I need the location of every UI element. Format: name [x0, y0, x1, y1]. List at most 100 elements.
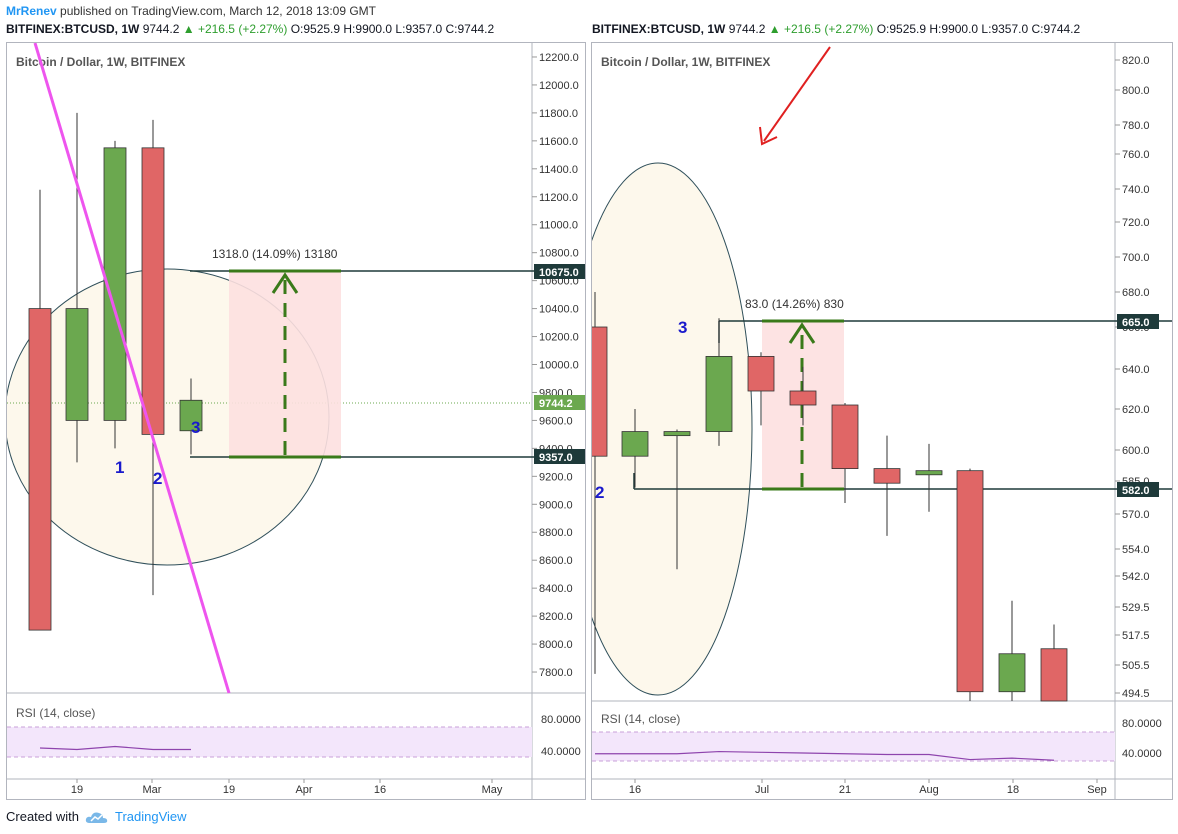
time-tick-label: Sep: [1087, 784, 1107, 796]
left-chart-panel[interactable]: 12200.0 12000.0 11800.0 11600.0 11400.0 11200…: [4, 42, 586, 800]
wave-label-2: 2: [595, 483, 604, 502]
candle-body[interactable]: [141, 147, 165, 435]
price-tick-label: 820.0: [1122, 55, 1150, 67]
time-axis[interactable]: 19 Mar 19 Apr 16 May: [71, 779, 503, 796]
rsi-tick-40: 40.0000: [1122, 748, 1162, 760]
chart-title: Bitcoin / Dollar, 1W, BITFINEX: [16, 55, 185, 69]
right-chart[interactable]: 820.0 800.0 780.0 760.0 740.0 720.0 700.0 680.0…: [563, 43, 1172, 799]
price-tick-label: 10800.0: [539, 248, 579, 260]
time-tick-label: May: [482, 784, 503, 796]
wave-label-3: 3: [191, 418, 200, 437]
change: ▲ +216.5 (+2.27%): [768, 22, 874, 36]
price-axis[interactable]: 820.0 800.0 780.0 760.0 740.0 720.0 700.0 680.0…: [1115, 55, 1150, 700]
right-chart-panel[interactable]: 820.0 800.0 780.0 760.0 740.0 720.0 700.0 680.0…: [563, 42, 1173, 800]
price-tick-label: 11800.0: [539, 108, 578, 120]
created-with-text: Created with: [6, 809, 79, 824]
time-axis[interactable]: 16 Jul 21 Aug 18 Sep: [629, 779, 1107, 796]
time-tick-label: Aug: [919, 784, 939, 796]
candle-body[interactable]: [956, 470, 984, 693]
price-tick-label: 640.0: [1122, 364, 1150, 376]
trend-line[interactable]: [33, 42, 231, 694]
price-tick-label: 517.5: [1122, 630, 1150, 642]
ohlc: O:9525.9 H:9900.0 L:9357.0 C:9744.2: [876, 22, 1081, 36]
price-tick-label: 600.0: [1122, 445, 1150, 457]
left-chart[interactable]: 12200.0 12000.0 11800.0 11600.0 11400.0 11200…: [4, 42, 585, 799]
measure-label: 83.0 (14.26%) 830: [745, 297, 844, 311]
time-tick-label: Jul: [755, 784, 769, 796]
last-price: 9744.2: [142, 22, 180, 36]
price-tick-label: 800.0: [1122, 85, 1150, 97]
candle-body[interactable]: [873, 468, 901, 484]
price-tick-label: 11400.0: [539, 164, 578, 176]
ticker: BITFINEX:BTCUSD, 1W: [6, 22, 140, 36]
time-tick-label: 19: [71, 784, 83, 796]
measure-arrow-head: [788, 322, 816, 344]
rsi-tick-80: 80.0000: [1122, 718, 1162, 730]
price-tick-label: 12000.0: [539, 80, 579, 92]
price-tag-current: [534, 395, 585, 410]
author-name[interactable]: MrRenev: [6, 4, 57, 18]
price-tick-label: 505.5: [1122, 660, 1150, 672]
price-tick-label: 494.5: [1122, 688, 1150, 700]
rsi-tick-80: 80.0000: [541, 714, 581, 726]
price-axis[interactable]: 12200.0 12000.0 11800.0 11600.0 11400.0 11200…: [532, 52, 579, 679]
rsi-band: [7, 727, 532, 757]
price-tick-label: 12200.0: [539, 52, 579, 64]
time-tick-label: 19: [223, 784, 235, 796]
price-tag-top-text: 665.0: [1122, 317, 1150, 329]
candle-body[interactable]: [179, 399, 203, 432]
rsi-label: RSI (14, close): [601, 712, 680, 726]
price-tick-label: 620.0: [1122, 404, 1150, 416]
price-tick-label: 780.0: [1122, 120, 1150, 132]
price-tick-label: 680.0: [1122, 287, 1150, 299]
price-tag-top: [1117, 314, 1159, 329]
candle-body[interactable]: [65, 308, 89, 421]
price-tag-top: [534, 264, 585, 279]
price-tick-label: 9600.0: [539, 415, 573, 427]
price-tick-label: 542.0: [1122, 571, 1150, 583]
ohlc: O:9525.9 H:9900.0 L:9357.0 C:9744.2: [290, 22, 495, 36]
candle-body[interactable]: [831, 404, 859, 469]
price-tick-label: 11600.0: [539, 136, 578, 148]
candle-body[interactable]: [103, 147, 127, 421]
candle-body[interactable]: [915, 470, 943, 476]
right-symbol-line: BITFINEX:BTCUSD, 1W 9744.2 ▲ +216.5 (+2.…: [592, 22, 1080, 36]
candle-body[interactable]: [998, 653, 1026, 693]
candle-body[interactable]: [1040, 648, 1068, 702]
price-tick-label: 11000.0: [539, 220, 578, 232]
candle-body[interactable]: [789, 390, 817, 406]
price-tick-label: 8600.0: [539, 555, 573, 567]
time-tick-label: 16: [374, 784, 386, 796]
price-tick-label: 760.0: [1122, 149, 1150, 161]
price-tick-label: 8000.0: [539, 639, 573, 651]
price-tick-label: 8400.0: [539, 583, 573, 595]
chart-title: Bitcoin / Dollar, 1W, BITFINEX: [601, 55, 770, 69]
footer: Created with TradingView: [6, 809, 187, 824]
wave-label-3: 3: [678, 318, 687, 337]
price-tick-label: 8800.0: [539, 527, 573, 539]
price-tick-label: 720.0: [1122, 217, 1150, 229]
price-tick-label: 740.0: [1122, 184, 1150, 196]
price-tick-label: 529.5: [1122, 602, 1150, 614]
candle-body[interactable]: [621, 431, 649, 457]
ticker: BITFINEX:BTCUSD, 1W: [592, 22, 726, 36]
price-tag-bottom: [534, 449, 585, 464]
rsi-tick-40: 40.0000: [541, 746, 581, 758]
candle-body[interactable]: [705, 355, 733, 432]
red-arrow[interactable]: [763, 46, 831, 142]
cloud-icon: [85, 812, 108, 823]
candle-body[interactable]: [747, 355, 775, 392]
tradingview-brand[interactable]: TradingView: [114, 809, 187, 824]
candle-body[interactable]: [582, 326, 608, 457]
published-text: published on TradingView.com, March 12, …: [60, 4, 376, 18]
price-tick-label: 9000.0: [539, 499, 573, 511]
candle-body[interactable]: [28, 308, 52, 631]
candle-body[interactable]: [663, 431, 691, 437]
price-tick-label: 10400.0: [539, 304, 579, 316]
red-arrow-head: [759, 126, 778, 146]
price-tick-label: 11200.0: [539, 192, 578, 204]
time-tick-label: Mar: [143, 784, 162, 796]
rsi-band: [592, 732, 1115, 761]
price-tag-current-text: 9744.2: [539, 398, 573, 410]
price-tick-label: 570.0: [1122, 509, 1150, 521]
